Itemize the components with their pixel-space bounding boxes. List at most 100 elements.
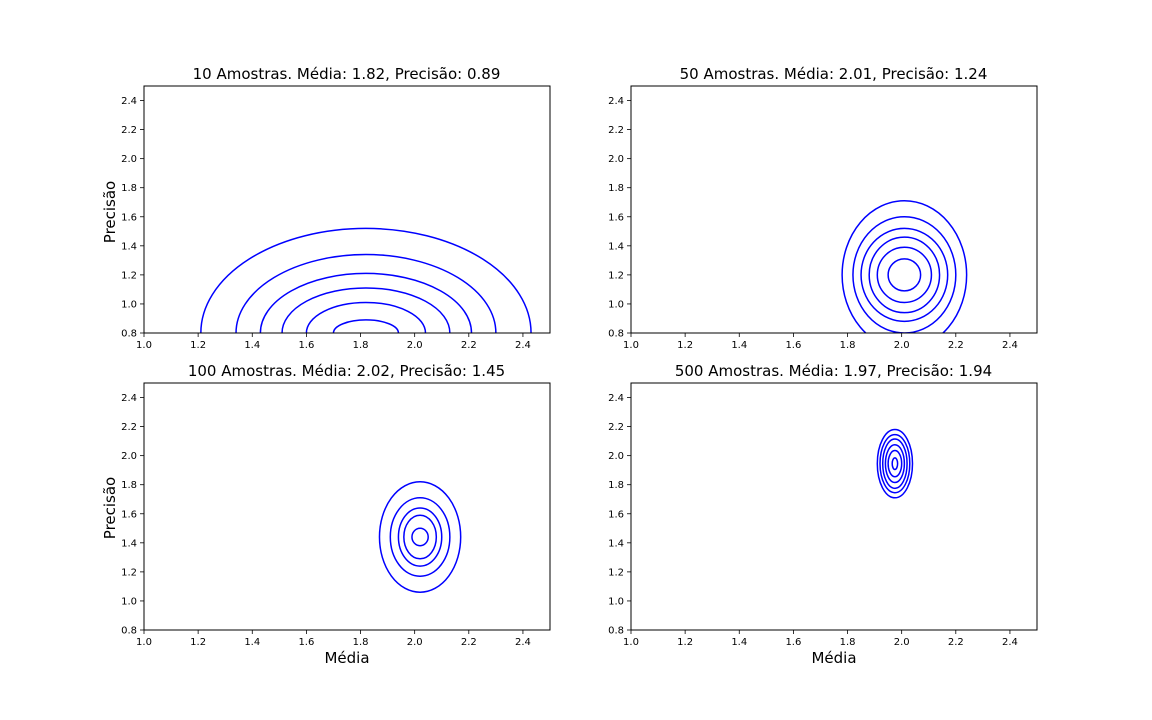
y-tick-label: 1.2 — [608, 567, 624, 578]
subplot-50-amostras: 50 Amostras. Média: 2.01, Precisão: 1.24… — [608, 65, 1038, 351]
contour-level-6 — [200, 227, 532, 333]
x-axis-label: Média — [324, 649, 369, 667]
x-tick-label: 2.0 — [894, 637, 910, 648]
contour-level-2 — [876, 246, 933, 304]
contour-level-4 — [860, 227, 949, 323]
contour-level-4 — [881, 438, 908, 490]
axes-frame — [143, 85, 551, 334]
plot-area — [378, 481, 462, 593]
y-tick-label: 0.8 — [608, 626, 624, 637]
x-tick-label: 1.2 — [677, 637, 693, 648]
x-tick-label: 1.8 — [353, 340, 369, 351]
y-tick-label: 0.8 — [121, 329, 137, 340]
x-axis-label: Média — [811, 649, 856, 667]
y-axis: 0.8 1.0 1.2 1.4 1.6 1.8 2.0 2.2 2.4 — [121, 393, 144, 637]
subplot-title: 50 Amostras. Média: 2.01, Precisão: 1.24 — [680, 65, 988, 83]
y-tick-label: 2.2 — [608, 125, 624, 136]
contour-level-1 — [891, 457, 899, 471]
y-tick-label: 1.8 — [121, 480, 137, 491]
x-tick-label: 2.2 — [948, 637, 964, 648]
subplot-500-amostras: 500 Amostras. Média: 1.97, Precisão: 1.9… — [608, 362, 1038, 667]
x-tick-label: 1.2 — [190, 340, 206, 351]
x-axis: 1.0 1.2 1.4 1.6 1.8 2.0 2.2 2.4 — [623, 333, 1018, 351]
contour-level-3 — [397, 507, 443, 567]
x-tick-label: 1.0 — [136, 340, 152, 351]
x-tick-label: 2.0 — [407, 340, 423, 351]
contour-level-5 — [378, 481, 462, 593]
contour-level-3 — [884, 444, 906, 484]
subplot-100-amostras: 100 Amostras. Média: 2.02, Precisão: 1.4… — [101, 362, 551, 667]
y-tick-label: 1.8 — [608, 480, 624, 491]
contour-level-3 — [868, 236, 941, 314]
x-tick-label: 1.2 — [677, 340, 693, 351]
y-tick-label: 1.0 — [121, 596, 137, 607]
x-tick-label: 2.0 — [407, 637, 423, 648]
x-tick-label: 2.2 — [461, 637, 477, 648]
x-tick-label: 1.6 — [298, 637, 314, 648]
y-tick-label: 2.2 — [121, 125, 137, 136]
y-tick-label: 2.0 — [608, 154, 624, 165]
contour-level-2 — [887, 449, 903, 478]
x-tick-label: 1.6 — [298, 340, 314, 351]
x-tick-label: 1.0 — [623, 637, 639, 648]
x-axis: 1.0 1.2 1.4 1.6 1.8 2.0 2.2 2.4 — [136, 630, 531, 648]
plot-area — [876, 428, 914, 499]
axes-frame — [630, 85, 1038, 334]
x-tick-label: 1.8 — [353, 637, 369, 648]
x-axis: 1.0 1.2 1.4 1.6 1.8 2.0 2.2 2.4 — [623, 630, 1018, 648]
x-tick-label: 2.4 — [1002, 637, 1018, 648]
y-tick-label: 2.0 — [608, 451, 624, 462]
y-tick-label: 1.0 — [608, 299, 624, 310]
y-axis-label: Precisão — [101, 181, 119, 243]
y-axis: 0.8 1.0 1.2 1.4 1.6 1.8 2.0 2.2 2.4 — [608, 393, 631, 637]
x-tick-label: 1.6 — [785, 637, 801, 648]
contour-level-2 — [403, 514, 438, 560]
contour-level-4 — [259, 272, 473, 333]
contour-level-1 — [887, 258, 922, 292]
contour-level-5 — [879, 433, 911, 494]
y-tick-label: 2.2 — [608, 422, 624, 433]
contour-level-6 — [841, 200, 968, 333]
x-tick-label: 2.2 — [948, 340, 964, 351]
x-tick-label: 1.4 — [244, 340, 260, 351]
x-tick-label: 1.4 — [731, 340, 747, 351]
subplot-title: 10 Amostras. Média: 1.82, Precisão: 0.89 — [193, 65, 501, 83]
x-tick-label: 1.2 — [190, 637, 206, 648]
y-tick-label: 1.6 — [121, 212, 137, 223]
axes-frame — [143, 382, 551, 631]
contour-level-3 — [281, 287, 451, 333]
x-tick-label: 1.4 — [244, 637, 260, 648]
y-tick-label: 1.4 — [608, 538, 624, 549]
contour-level-5 — [852, 216, 957, 333]
x-tick-label: 2.4 — [1002, 340, 1018, 351]
y-tick-label: 1.8 — [608, 183, 624, 194]
y-tick-label: 1.6 — [608, 509, 624, 520]
x-tick-label: 1.4 — [731, 637, 747, 648]
x-tick-label: 2.0 — [894, 340, 910, 351]
y-tick-label: 1.2 — [121, 567, 137, 578]
y-tick-label: 1.0 — [121, 299, 137, 310]
subplot-title: 100 Amostras. Média: 2.02, Precisão: 1.4… — [188, 362, 505, 380]
y-axis-label: Precisão — [101, 477, 119, 539]
y-tick-label: 2.4 — [608, 393, 624, 404]
x-tick-label: 1.8 — [840, 637, 856, 648]
x-axis: 1.0 1.2 1.4 1.6 1.8 2.0 2.2 2.4 — [136, 333, 531, 351]
y-tick-label: 0.8 — [121, 626, 137, 637]
y-tick-label: 1.4 — [121, 241, 137, 252]
subplot-title: 500 Amostras. Média: 1.97, Precisão: 1.9… — [675, 362, 992, 380]
contour-level-1 — [411, 527, 429, 547]
x-tick-label: 2.2 — [461, 340, 477, 351]
x-tick-label: 1.0 — [623, 340, 639, 351]
y-tick-label: 2.0 — [121, 154, 137, 165]
axes-frame — [630, 382, 1038, 631]
contour-level-6 — [876, 428, 914, 499]
y-tick-label: 1.4 — [608, 241, 624, 252]
x-tick-label: 2.4 — [515, 637, 531, 648]
y-axis: 0.8 1.0 1.2 1.4 1.6 1.8 2.0 2.2 2.4 — [121, 96, 144, 340]
y-tick-label: 1.6 — [608, 212, 624, 223]
y-axis: 0.8 1.0 1.2 1.4 1.6 1.8 2.0 2.2 2.4 — [608, 96, 631, 340]
y-tick-label: 1.8 — [121, 183, 137, 194]
x-tick-label: 2.4 — [515, 340, 531, 351]
